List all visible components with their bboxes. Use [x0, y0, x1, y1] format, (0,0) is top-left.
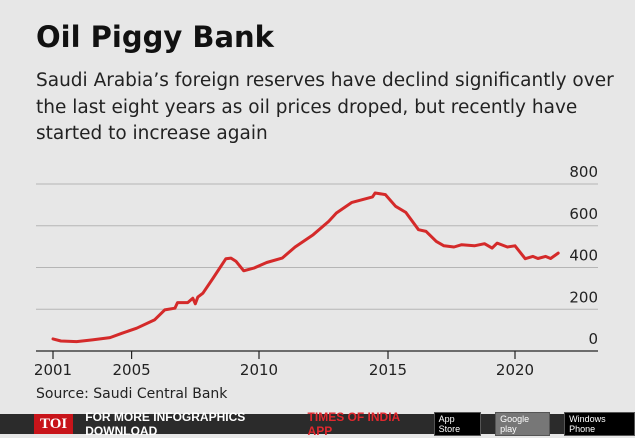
x-tick-label: 2010 — [240, 361, 278, 379]
y-tick-label: 400 — [569, 247, 598, 265]
x-tick-label: 2001 — [34, 361, 72, 379]
chart-title: Oil Piggy Bank — [36, 20, 274, 54]
x-tick-label: 2005 — [113, 361, 151, 379]
x-tick-label: 2015 — [369, 361, 407, 379]
footer-banner[interactable]: TOI FOR MORE INFOGRAPHICS DOWNLOAD TIMES… — [0, 410, 635, 438]
source-note: Source: Saudi Central Bank — [36, 386, 228, 402]
windows-phone-badge[interactable]: Windows Phone — [564, 412, 635, 436]
y-tick-label: 0 — [588, 330, 598, 348]
line-chart: 0 200 400 600 800 2001 2005 2010 2015 2020 — [34, 163, 598, 379]
y-tick-label: 600 — [569, 205, 598, 223]
series-line-reserves — [51, 191, 560, 344]
app-store-badge[interactable]: App Store — [433, 412, 482, 436]
y-tick-label: 800 — [569, 163, 598, 181]
y-tick-label: 200 — [569, 288, 598, 306]
chart-subtitle: Saudi Arabia’s foreign reserves have dec… — [36, 70, 614, 144]
x-tick-label: 2020 — [496, 361, 534, 379]
toi-logo: TOI — [34, 414, 74, 434]
google-play-badge[interactable]: Google play — [495, 412, 551, 436]
